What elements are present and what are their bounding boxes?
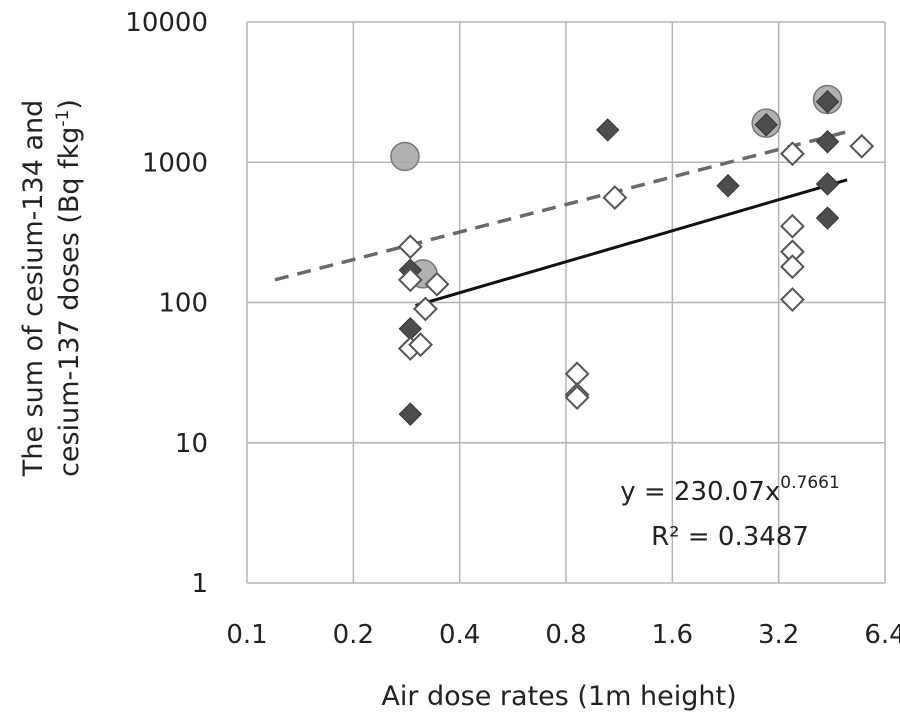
x-tick-label-1: 0.2 (333, 620, 374, 650)
y-tick-label-0: 1 (191, 569, 208, 599)
trend-equation-exponent: 0.7661 (780, 473, 839, 493)
y-axis-title-line2: cesium-137 doses (Bq fkg-1) (53, 99, 85, 477)
open-diamond-point-8 (564, 385, 590, 410)
r-squared-label: R² = 0.3487 (651, 522, 809, 552)
trend-equation: y = 230.07x0.7661 (620, 473, 840, 507)
filled-diamond-point-9 (815, 206, 840, 230)
filled-diamond-point-3 (596, 118, 620, 142)
solid-trend-line (415, 178, 848, 308)
y-axis-title-line1: The sum of cesium-134 and (18, 100, 49, 478)
x-axis-title: Air dose rates (1m height) (381, 681, 736, 712)
trend-equation-main: y = 230.07x (620, 477, 780, 507)
open-diamond-point-5 (424, 271, 450, 297)
x-tick-labels: 0.1 0.2 0.4 0.8 1.6 3.2 6.4 (226, 620, 900, 650)
open-diamond-point-1 (397, 267, 423, 293)
open-diamond-point-14 (779, 287, 805, 312)
data-points (390, 84, 875, 426)
x-tick-label-3: 0.8 (545, 620, 586, 650)
y-tick-label-3: 1000 (142, 148, 208, 178)
y-tick-label-1: 10 (175, 429, 208, 459)
y-axis-title-line2-text: cesium-137 doses (Bq fkg (54, 127, 85, 477)
open-diamond-point-10 (779, 141, 805, 167)
y-axis-title-end: ) (54, 99, 85, 110)
filled-diamond-point-7 (815, 130, 840, 154)
x-tick-label-4: 1.6 (652, 620, 693, 650)
x-tick-label-5: 3.2 (758, 620, 799, 650)
open-diamond-point-0 (397, 234, 423, 260)
open-diamond-point-11 (779, 213, 805, 239)
y-axis-title-sup: -1 (53, 110, 73, 127)
y-tick-labels: 1 10 100 1000 10000 (125, 8, 208, 599)
dashed-trend-line (274, 130, 848, 282)
filled-diamond-point-8 (815, 172, 840, 196)
trend-lines (274, 130, 848, 308)
filled-diamond-point-6 (815, 90, 840, 114)
filled-diamond-point-5 (754, 113, 778, 137)
open-diamond-point-3 (408, 332, 433, 358)
filled-diamond-point-4 (716, 174, 740, 198)
open-diamond-point-9 (602, 185, 628, 210)
open-diamond-point-13 (779, 254, 805, 280)
circle-point-0 (390, 141, 420, 172)
open-diamond-point-6 (564, 361, 590, 387)
filled-diamond-point-2 (398, 402, 423, 426)
x-tick-label-0: 0.1 (226, 620, 267, 650)
y-tick-label-4: 10000 (125, 8, 208, 38)
x-tick-label-6: 6.4 (864, 620, 900, 650)
open-diamond-point-15 (849, 133, 875, 159)
x-tick-label-2: 0.4 (439, 620, 480, 650)
y-tick-label-2: 100 (158, 289, 208, 319)
open-diamond-point-4 (413, 296, 438, 322)
